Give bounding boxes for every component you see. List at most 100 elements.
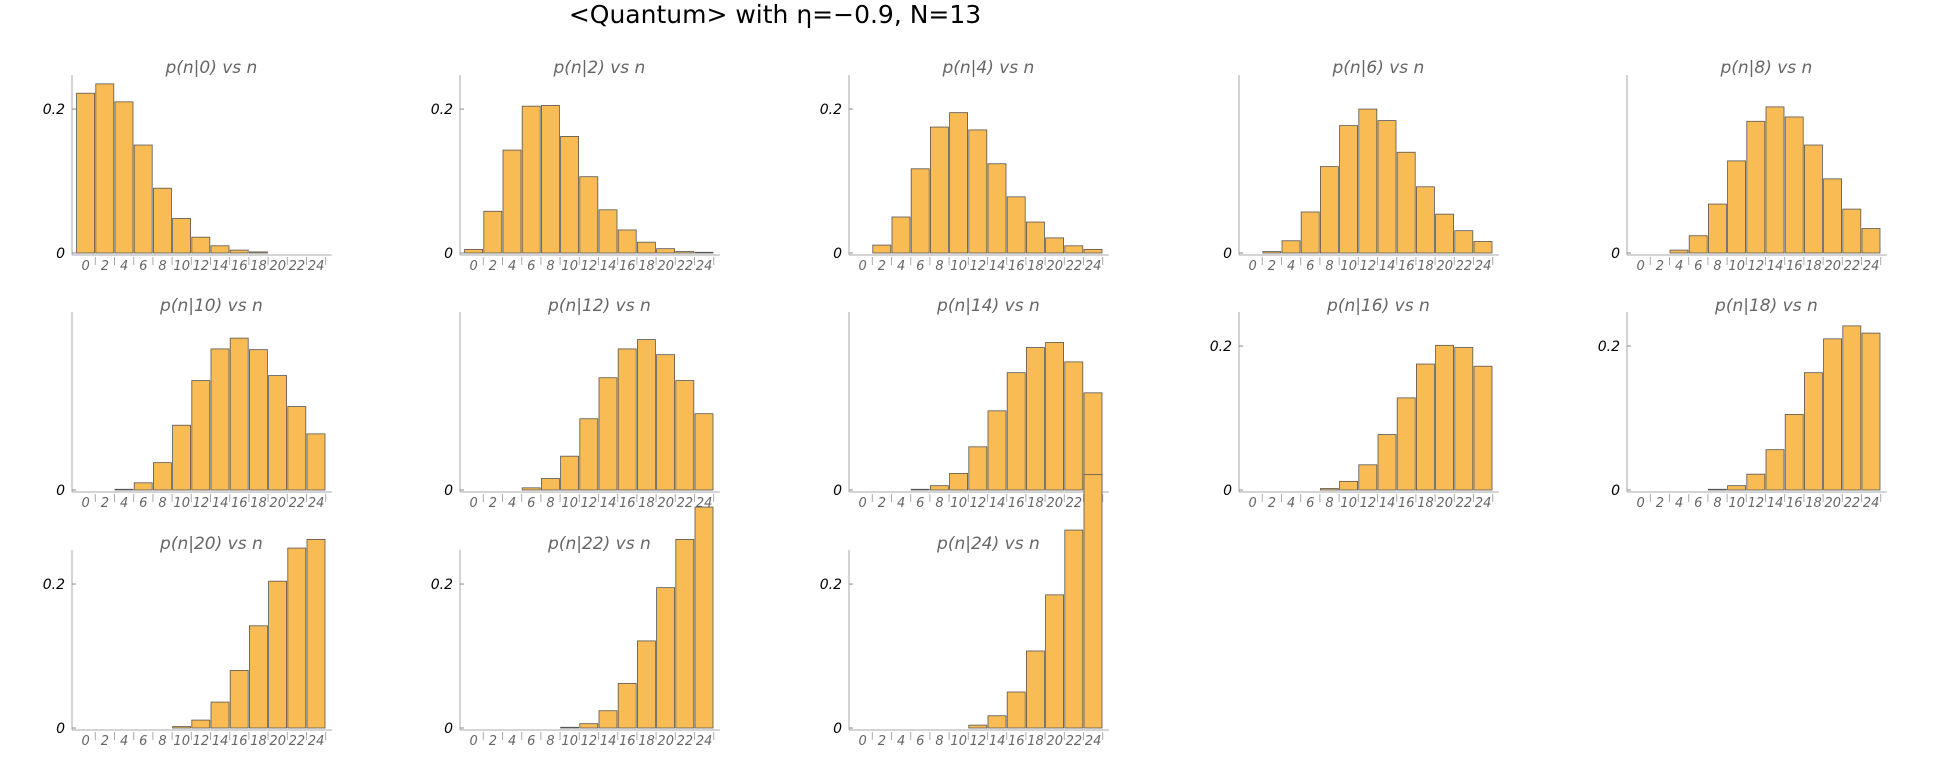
- bar-10: [172, 218, 192, 254]
- bar-16: [1784, 414, 1804, 491]
- bar-2: [872, 244, 892, 254]
- x-tick-label: 14: [989, 259, 1006, 274]
- bar-8: [1320, 166, 1339, 254]
- x-tick-label: 20: [657, 734, 674, 749]
- x-tick-label: 4: [120, 734, 128, 749]
- x-tick-label: 2: [101, 496, 109, 511]
- bar-8: [541, 478, 560, 491]
- bar-22: [1842, 325, 1862, 491]
- x-tick-label: 6: [139, 734, 147, 749]
- x-tick-label: 2: [878, 259, 886, 274]
- x-tick-label: 2: [489, 259, 497, 274]
- y-tick-label: 0.2: [1598, 339, 1620, 355]
- bar-8: [152, 187, 172, 254]
- panel-title: p(n|18) vs n: [1714, 296, 1818, 316]
- x-tick-label: 16: [231, 259, 248, 274]
- x-tick-label: 12: [1360, 259, 1377, 274]
- bar-12: [191, 719, 211, 729]
- panel-title: p(n|24) vs n: [936, 534, 1040, 554]
- x-tick-label: 12: [581, 734, 598, 749]
- x-tick-label: 10: [1340, 496, 1357, 511]
- x-tick-label: 24: [696, 259, 713, 274]
- bar-18: [1026, 221, 1045, 254]
- bar-22: [675, 251, 695, 254]
- x-tick-label: 24: [1863, 259, 1880, 274]
- bar-18: [1804, 144, 1823, 254]
- bar-16: [617, 682, 637, 729]
- bar-22: [1064, 245, 1084, 254]
- bar-8: [930, 126, 949, 254]
- x-tick-label: 14: [989, 734, 1006, 749]
- bar-20: [1823, 338, 1842, 491]
- x-tick-label: 24: [1863, 496, 1880, 511]
- bar-24: [694, 506, 714, 729]
- x-tick-label: 6: [916, 259, 924, 274]
- x-tick-label: 0: [470, 496, 478, 511]
- bar-14: [1765, 449, 1785, 491]
- panel-title: p(n|6) vs n: [1331, 58, 1424, 78]
- x-tick-label: 20: [1824, 259, 1841, 274]
- bar-10: [560, 726, 579, 729]
- x-tick-label: 2: [1656, 496, 1664, 511]
- bar-12: [1746, 473, 1766, 491]
- y-tick-label: 0.2: [431, 102, 453, 118]
- bar-0: [76, 92, 95, 254]
- bar-6: [521, 105, 541, 254]
- bar-14: [598, 377, 618, 491]
- x-tick-label: 10: [561, 496, 578, 511]
- bar-14: [1377, 434, 1397, 491]
- bar-10: [949, 473, 968, 491]
- x-tick-label: 18: [1027, 734, 1044, 749]
- x-tick-label: 8: [1325, 259, 1333, 274]
- bar-6: [1300, 211, 1320, 254]
- x-tick-label: 20: [1824, 496, 1841, 511]
- bar-16: [1784, 116, 1804, 254]
- x-tick-label: 14: [212, 259, 229, 274]
- bar-12: [968, 724, 988, 729]
- panel-title: p(n|0) vs n: [164, 58, 257, 78]
- x-tick-label: 14: [1767, 259, 1784, 274]
- x-tick-label: 8: [935, 734, 943, 749]
- y-tick-label: 0: [833, 721, 842, 737]
- x-tick-label: 2: [101, 259, 109, 274]
- panel-3: p(n|6) vs n0 2 4 6 8 10 12 14 16 18 20 22 240: [1223, 58, 1499, 274]
- bar-20: [1045, 237, 1064, 254]
- bar-24: [694, 251, 714, 254]
- x-tick-label: 4: [508, 259, 516, 274]
- bar-22: [287, 406, 307, 491]
- x-tick-label: 18: [638, 734, 655, 749]
- bar-24: [1473, 365, 1493, 491]
- x-tick-label: 0: [859, 734, 867, 749]
- x-tick-label: 2: [101, 734, 109, 749]
- y-tick-label: 0: [56, 721, 65, 737]
- x-tick-label: 18: [1417, 496, 1434, 511]
- bar-10: [1339, 125, 1358, 254]
- bar-6: [133, 482, 153, 491]
- y-tick-label: 0: [1611, 483, 1620, 499]
- bar-14: [210, 245, 230, 254]
- x-tick-label: 22: [1456, 496, 1473, 511]
- x-tick-label: 0: [1637, 496, 1645, 511]
- x-tick-label: 24: [1085, 259, 1102, 274]
- page-title: <Quantum> with η=−0.9, N=13: [568, 0, 982, 29]
- x-tick-label: 4: [1287, 496, 1295, 511]
- bar-22: [1842, 208, 1862, 254]
- bar-20: [656, 587, 675, 729]
- bar-10: [949, 112, 968, 254]
- x-tick-label: 8: [1713, 496, 1721, 511]
- x-tick-label: 10: [1728, 259, 1745, 274]
- x-tick-label: 0: [1249, 259, 1257, 274]
- bar-22: [1454, 230, 1474, 254]
- bar-22: [1454, 347, 1474, 491]
- bar-20: [656, 248, 675, 254]
- bar-12: [1746, 120, 1766, 254]
- bar-16: [1006, 691, 1026, 729]
- x-tick-label: 0: [82, 496, 90, 511]
- bar-24: [306, 433, 326, 491]
- bar-2: [483, 210, 503, 254]
- x-tick-label: 16: [619, 496, 636, 511]
- bar-6: [521, 487, 541, 491]
- x-tick-label: 4: [1675, 496, 1683, 511]
